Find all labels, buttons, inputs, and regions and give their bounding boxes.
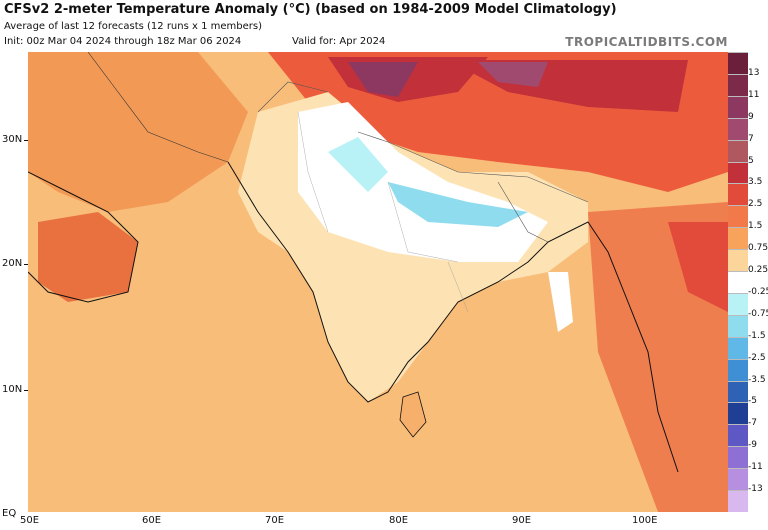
lat-label-eq: EQ (2, 508, 17, 519)
bay-neutral-patch (548, 272, 573, 332)
colorbar-swatch (728, 380, 748, 403)
lat-label-30n: 30N (2, 134, 23, 145)
lat-label-10n: 10N (2, 384, 23, 395)
map-svg (28, 52, 728, 512)
colorbar-swatch (728, 292, 748, 315)
chart-title: CFSv2 2-meter Temperature Anomaly (°C) (… (4, 2, 617, 17)
colorbar-label: 0.25 (748, 265, 768, 276)
colorbar-label: 7 (748, 133, 754, 144)
colorbar-swatch (728, 424, 748, 447)
colorbar-swatch (728, 161, 748, 184)
lon-label-50e: 50E (20, 515, 40, 526)
sri-lanka (399, 391, 427, 438)
colorbar-label: 11 (748, 89, 760, 100)
gangetic-cool-band (388, 182, 528, 227)
lat-tick (24, 140, 28, 141)
colorbar-label: 3.5 (748, 177, 763, 188)
colorbar-label: 13 (748, 67, 760, 78)
lat-tick (24, 390, 28, 391)
colorbar-swatch (728, 249, 748, 272)
colorbar-swatch (728, 446, 748, 469)
lon-label-100e: 100E (632, 515, 658, 526)
indochina-strong-warm (668, 222, 728, 312)
arabia-iran-warm-region (28, 52, 248, 212)
lon-label-70e: 70E (265, 515, 285, 526)
colorbar-swatch (728, 402, 748, 425)
colorbar-swatch (728, 227, 748, 250)
punjab-cool-patch (328, 137, 388, 192)
colorbar-swatch (728, 95, 748, 118)
colorbar-swatch (728, 490, 748, 512)
colorbar-label: 1.5 (748, 221, 763, 232)
init-subtitle: Init: 00z Mar 04 2024 through 18z Mar 06… (4, 36, 242, 47)
colorbar-swatch (728, 139, 748, 162)
colorbar-swatch (728, 52, 748, 74)
colorbar-label: -0.25 (748, 286, 768, 297)
lat-label-20n: 20N (2, 258, 23, 269)
coastline (227, 161, 679, 473)
lon-label-80e: 80E (389, 515, 409, 526)
colorbar-swatch (728, 73, 748, 96)
forecast-average-subtitle: Average of last 12 forecasts (12 runs x … (4, 21, 262, 32)
colorbar-swatch (728, 336, 748, 359)
colorbar-label: 2.5 (748, 199, 763, 210)
colorbar-label: -0.75 (748, 308, 768, 319)
colorbar-swatch (728, 117, 748, 140)
brand-watermark: TROPICALTIDBITS.COM (565, 35, 728, 49)
oman-warm-patch (38, 212, 138, 302)
colorbar-label: -1.5 (748, 330, 766, 341)
colorbar-label: -9 (748, 440, 757, 451)
colorbar-swatch (728, 271, 748, 293)
lon-label-60e: 60E (142, 515, 162, 526)
colorbar-swatch (728, 358, 748, 381)
lat-tick (24, 264, 28, 265)
persian-gulf-coast (87, 52, 229, 163)
anomaly-map (28, 52, 728, 512)
colorbar-label: -13 (748, 484, 763, 495)
anomaly-colorbar (728, 52, 748, 512)
colorbar-swatch (728, 205, 748, 228)
colorbar-label: -3.5 (748, 374, 766, 385)
colorbar-label: 0.75 (748, 243, 768, 254)
colorbar-label: 5 (748, 155, 754, 166)
colorbar-swatch (728, 468, 748, 491)
karakoram-hot-spot (348, 62, 418, 97)
colorbar-swatch (728, 183, 748, 206)
colorbar-label: -11 (748, 462, 763, 473)
valid-date: Valid for: Apr 2024 (292, 36, 386, 47)
country-borders (257, 81, 589, 243)
colorbar-label: -5 (748, 396, 757, 407)
lon-label-90e: 90E (512, 515, 532, 526)
colorbar-label: -2.5 (748, 352, 766, 363)
header: CFSv2 2-meter Temperature Anomaly (°C) (… (0, 0, 768, 52)
colorbar-label: 9 (748, 111, 754, 122)
state-borders (297, 111, 469, 313)
tibet-hot-spot (478, 62, 548, 87)
arabia-coastline (28, 171, 139, 303)
colorbar-swatch (728, 314, 748, 337)
colorbar-label: -7 (748, 418, 757, 429)
